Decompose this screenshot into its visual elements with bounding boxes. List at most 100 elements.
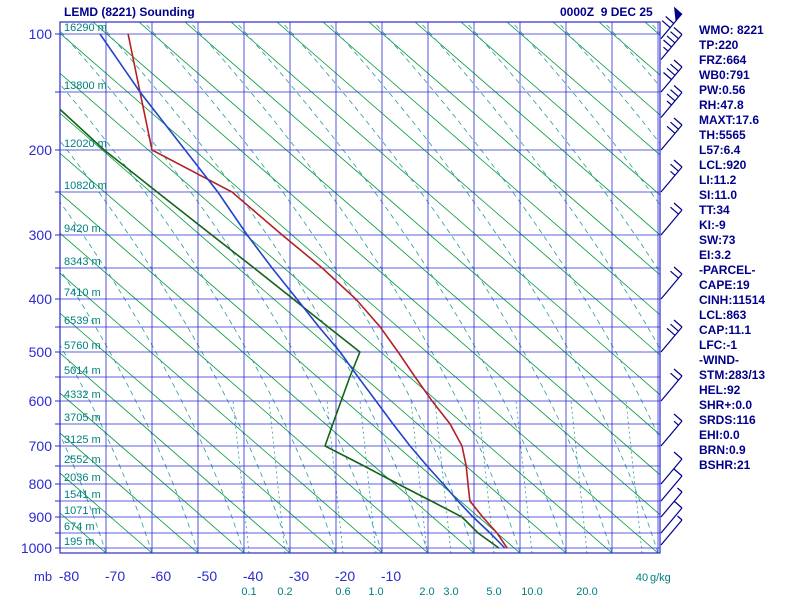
mixing-ratio-label: 5.0 [486, 586, 501, 598]
mixing-ratio-line [232, 400, 250, 553]
wind-barb-tick [666, 35, 676, 44]
indices-panel: WMO: 8221 TP:220 FRZ:664 WB0:791 PW:0.56 RH:4… [699, 23, 765, 473]
index-line: SRDS:116 [699, 413, 756, 427]
height-label: 13800 m [64, 80, 107, 92]
wind-barb-tick [673, 202, 683, 211]
mixing-ratio-line [268, 400, 286, 553]
pressure-tick-label: 900 [29, 509, 53, 525]
index-line: -PARCEL- [699, 263, 756, 277]
pressure-tick-label: 300 [29, 227, 53, 243]
temp-tick-label: -50 [197, 568, 217, 584]
wind-barb-tick [665, 16, 675, 24]
moist-adiabat-line [143, 22, 475, 553]
wind-barb-tick [670, 63, 679, 72]
index-line: LFC:-1 [699, 338, 737, 352]
height-label: 1541 m [64, 489, 101, 501]
height-label: 5760 m [64, 340, 101, 352]
pressure-tick-label: 1000 [21, 540, 52, 556]
height-label: 10820 m [64, 180, 107, 192]
wet-bulb-curve [99, 33, 506, 549]
index-line: LI:11.2 [699, 173, 737, 187]
moist-adiabat-line [189, 22, 521, 553]
temp-tick-label: -10 [381, 568, 401, 584]
index-line: SHR+:0.0 [699, 398, 753, 412]
dry-adiabat-line [322, 22, 660, 316]
temp-tick-label: -20 [335, 568, 355, 584]
dry-adiabat-line [60, 312, 337, 553]
index-line: SI:11.0 [699, 188, 738, 202]
wind-barb-staff [660, 13, 683, 40]
pressure-unit-label: mb [34, 569, 52, 584]
mixing-ratio-line [570, 400, 588, 553]
moist-adiabat-line [281, 22, 613, 553]
wind-barb-tick [673, 413, 683, 422]
dry-adiabat-line [230, 22, 660, 396]
dry-adiabat-line [138, 22, 660, 476]
mixing-ratio-line [326, 400, 344, 553]
index-line: BSHR:21 [699, 458, 751, 472]
wind-barb-tick [670, 270, 679, 279]
dry-adiabat-line [60, 232, 429, 553]
index-line: CAP:11.1 [699, 323, 752, 337]
dry-adiabat-line [60, 152, 521, 553]
index-line: LCL:863 [699, 308, 747, 322]
mixing-ratio-unit-label: g/kg [650, 572, 671, 584]
dry-adiabat-line [92, 22, 660, 516]
index-line: BRN:0.9 [699, 443, 746, 457]
moist-adiabat-line [60, 344, 153, 553]
height-label: 3125 m [64, 434, 101, 446]
mixing-ratio-line [410, 400, 428, 553]
mixing-ratio-label: 2.0 [419, 586, 434, 598]
moist-adiabat-line [60, 140, 291, 553]
dry-adiabat-line [506, 22, 660, 156]
dry-adiabat-line [60, 32, 659, 553]
index-line: KI:-9 [699, 218, 726, 232]
moist-adiabat-line [60, 268, 199, 553]
moist-adiabat-line [60, 30, 383, 553]
wind-barb-tick [673, 266, 683, 275]
height-label: 7410 m [64, 287, 101, 299]
wind-barb-tick [666, 327, 676, 336]
pressure-tick-label: 400 [29, 291, 53, 307]
wind-barb-staff [660, 491, 683, 518]
index-line: RH:47.8 [699, 98, 744, 112]
mixing-ratio-label: 0.2 [277, 586, 292, 598]
wind-barb-tick [673, 319, 683, 328]
index-line: FRZ:664 [699, 53, 747, 67]
wind-barb-tick [670, 89, 679, 98]
wind-barb-tick [673, 117, 683, 126]
mixing-ratio-label: 3.0 [443, 586, 458, 598]
wind-barb-tick [670, 163, 679, 172]
pressure-tick-label: 700 [29, 438, 53, 454]
index-line: MAXT:17.6 [699, 113, 760, 127]
dry-adiabat-line [276, 22, 660, 356]
background-grid [60, 22, 660, 553]
dry-adiabat-line [60, 272, 383, 553]
index-line: TH:5565 [699, 128, 746, 142]
dry-adiabat-line [60, 72, 613, 553]
mixing-ratio-label: 40 [636, 572, 648, 584]
wind-barb-tick [673, 27, 683, 35]
wind-barb-halftick [666, 100, 672, 106]
wind-barb-tick [673, 159, 683, 168]
moist-adiabat-line [373, 22, 660, 441]
dry-adiabat-line [60, 552, 61, 553]
index-line: TP:220 [699, 38, 739, 52]
dry-adiabat-line [552, 22, 660, 116]
temp-tick-label: -40 [243, 568, 263, 584]
temp-tick-label: -80 [59, 568, 79, 584]
wind-barb-flag [674, 6, 682, 22]
page-title: LEMD (8221) Sounding [64, 5, 195, 19]
index-line: CAPE:19 [699, 278, 750, 292]
mixing-ratio-label: 0.1 [241, 586, 256, 598]
wind-barbs [660, 6, 683, 546]
wind-barb-staff [660, 519, 683, 546]
dry-adiabat-line [60, 192, 475, 553]
height-label: 8343 m [64, 256, 101, 268]
index-line: HEL:92 [699, 383, 741, 397]
index-line: EHI:0.0 [699, 428, 740, 442]
height-label: 674 m [64, 521, 95, 533]
moist-adiabat-line [327, 22, 659, 553]
wind-barb-tick [673, 500, 683, 509]
wind-barb-tick [666, 125, 676, 134]
